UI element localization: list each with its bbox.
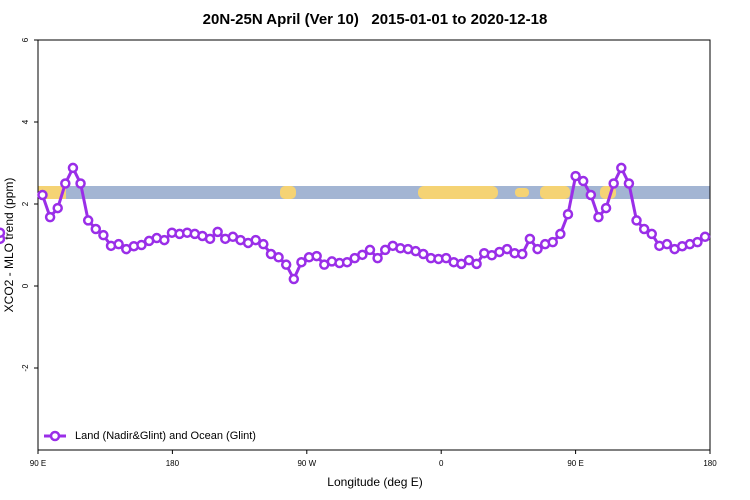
data-point — [311, 250, 322, 262]
data-point — [98, 229, 109, 241]
data-point — [616, 162, 627, 174]
data-point — [0, 227, 6, 238]
legend-label: Land (Nadir&Glint) and Ocean (Glint) — [75, 430, 256, 442]
data-point — [532, 243, 543, 255]
data-point — [364, 244, 376, 256]
data-point — [501, 243, 513, 255]
data-point — [577, 175, 589, 187]
data-point — [204, 233, 216, 245]
data-point — [585, 189, 597, 201]
data-point — [37, 189, 48, 201]
data-point — [82, 215, 94, 226]
data-point — [136, 239, 147, 251]
data-point — [623, 178, 635, 189]
data-point — [699, 231, 711, 243]
data-point — [250, 234, 261, 246]
y-tick-label: -2 — [21, 364, 30, 372]
x-tick-label: 90 W — [297, 459, 316, 468]
data-point — [379, 244, 391, 256]
land-patch — [540, 186, 570, 199]
data-point — [52, 202, 63, 214]
data-point — [60, 178, 71, 189]
data-point — [638, 223, 650, 235]
data-point — [661, 238, 673, 250]
data-point — [471, 258, 482, 270]
data-point — [280, 259, 292, 270]
map-strip — [38, 186, 710, 199]
y-tick-label: 6 — [21, 37, 30, 42]
data-point — [212, 226, 223, 238]
legend-marker — [49, 430, 61, 442]
data-point — [273, 252, 284, 263]
data-point — [159, 234, 170, 246]
plot-frame — [37, 39, 711, 451]
data-point — [524, 233, 536, 245]
data-point — [296, 256, 307, 268]
land-patch — [418, 186, 498, 199]
y-tick-label: 2 — [21, 201, 30, 206]
data-point — [547, 236, 559, 248]
x-tick-label: 90 E — [30, 459, 46, 468]
data-point — [90, 223, 102, 235]
data-point — [692, 236, 703, 248]
data-point — [258, 238, 269, 250]
y-tick-label: 0 — [21, 283, 30, 288]
data-point — [440, 252, 452, 264]
chart-title: 20N-25N April (Ver 10) 2015-01-01 to 202… — [203, 11, 548, 28]
y-tick-label: 4 — [21, 119, 30, 124]
data-point — [67, 162, 79, 174]
data-point — [357, 249, 368, 261]
data-point — [631, 215, 642, 226]
data-point — [608, 178, 619, 189]
data-point — [288, 273, 300, 285]
data-point — [600, 202, 612, 214]
data-point — [570, 170, 581, 182]
land-patch — [280, 186, 296, 199]
data-point — [418, 248, 429, 260]
x-axis-title: Longitude (deg E) — [327, 475, 422, 489]
data-point — [646, 228, 658, 240]
data-point — [517, 248, 528, 260]
x-tick-label: 90 E — [567, 459, 583, 468]
x-tick-label: 180 — [166, 459, 180, 468]
data-point — [593, 211, 604, 223]
data-point — [113, 238, 124, 250]
data-point — [75, 178, 86, 189]
data-point — [341, 256, 353, 268]
x-tick-label: 180 — [703, 459, 717, 468]
data-point — [562, 209, 574, 220]
data-point — [555, 228, 566, 240]
land-patch — [515, 188, 529, 197]
data-point — [372, 252, 383, 264]
data-point — [44, 211, 56, 223]
x-tick-label: 0 — [439, 459, 444, 468]
y-axis-title: XCO2 - MLO trend (ppm) — [2, 178, 16, 313]
series-line — [41, 164, 706, 283]
